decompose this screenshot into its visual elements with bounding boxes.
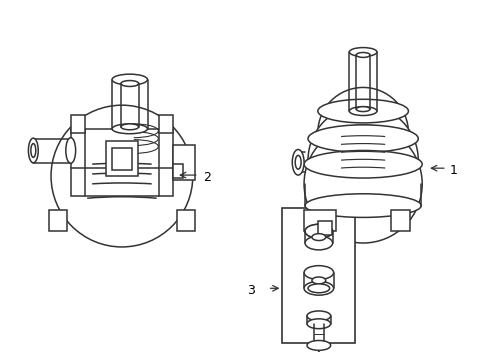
Bar	[49, 210, 67, 231]
Ellipse shape	[306, 311, 330, 321]
Ellipse shape	[356, 53, 369, 58]
Ellipse shape	[348, 107, 376, 116]
Ellipse shape	[311, 277, 325, 284]
Ellipse shape	[317, 99, 407, 123]
Bar	[390, 210, 409, 231]
Ellipse shape	[307, 284, 329, 293]
Text: 3: 3	[246, 284, 254, 297]
Circle shape	[51, 105, 192, 247]
Bar	[177, 210, 194, 231]
Ellipse shape	[295, 156, 301, 169]
Ellipse shape	[306, 341, 330, 350]
Bar	[159, 115, 173, 133]
Ellipse shape	[121, 81, 139, 86]
Ellipse shape	[31, 144, 36, 157]
Ellipse shape	[305, 194, 420, 217]
Text: 1: 1	[449, 164, 457, 177]
Ellipse shape	[28, 138, 38, 163]
Ellipse shape	[121, 124, 139, 130]
Ellipse shape	[304, 282, 333, 295]
Ellipse shape	[304, 266, 333, 279]
Bar	[173, 145, 194, 180]
Circle shape	[317, 87, 407, 178]
Ellipse shape	[112, 74, 147, 85]
Ellipse shape	[305, 224, 332, 238]
Bar	[282, 208, 355, 343]
Ellipse shape	[305, 224, 332, 238]
Ellipse shape	[348, 48, 376, 57]
Ellipse shape	[356, 107, 369, 112]
Bar	[112, 148, 131, 170]
Ellipse shape	[66, 138, 76, 163]
Circle shape	[307, 105, 417, 215]
Ellipse shape	[304, 150, 421, 178]
Bar	[304, 210, 335, 231]
Bar	[317, 221, 331, 235]
Bar	[106, 141, 138, 176]
Ellipse shape	[307, 125, 417, 152]
Bar	[71, 129, 173, 196]
Ellipse shape	[292, 149, 304, 175]
Circle shape	[304, 125, 421, 243]
Ellipse shape	[311, 234, 325, 240]
Text: 2: 2	[202, 171, 210, 184]
Ellipse shape	[305, 236, 332, 250]
Ellipse shape	[306, 319, 330, 329]
Ellipse shape	[112, 124, 147, 134]
Bar	[173, 164, 183, 178]
Bar	[71, 115, 84, 133]
